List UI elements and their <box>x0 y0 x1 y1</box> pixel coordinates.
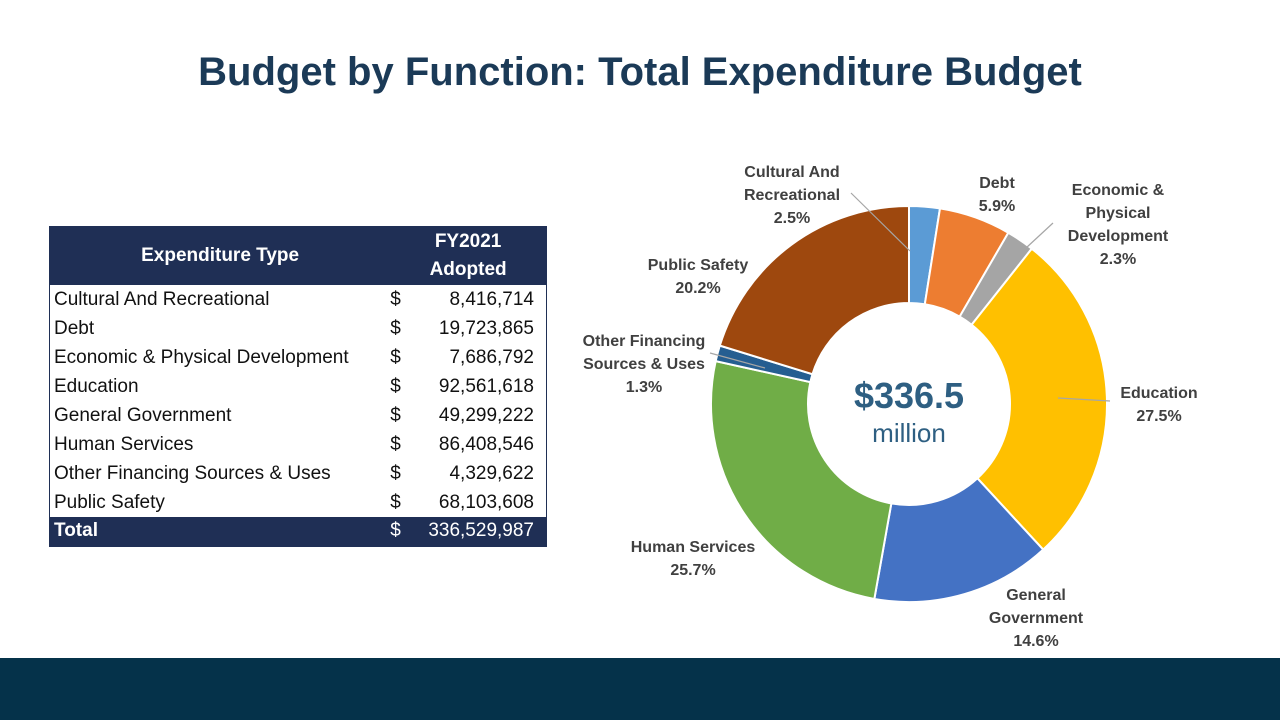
slice-label-5: General Government 14.6% <box>989 587 1084 650</box>
total-label: Total <box>54 520 98 542</box>
leader-line-3 <box>1025 222 1054 249</box>
leader-line-1 <box>850 192 911 252</box>
donut-slices <box>710 204 1108 603</box>
table-header-row: Expenditure Type FY2021 Adopted <box>49 226 547 286</box>
row-currency: $ <box>390 346 401 368</box>
row-amount: 19,723,865 <box>438 317 534 339</box>
donut-slice-6 <box>710 359 893 601</box>
leader-line-7 <box>709 352 766 369</box>
total-amount: 336,529,987 <box>428 520 534 542</box>
row-label: General Government <box>54 404 232 426</box>
donut-chart: Cultural And Recreational 2.5% Debt 5.9% Econ… <box>583 164 1198 650</box>
row-amount: 8,416,714 <box>449 288 534 310</box>
slice-label-2: Debt 5.9% <box>979 175 1016 215</box>
table-row: Education $ 92,561,618 <box>50 372 547 401</box>
row-currency: $ <box>390 433 401 455</box>
row-label: Other Financing Sources & Uses <box>54 462 331 484</box>
header-fy-line1: FY2021 <box>434 231 502 252</box>
table-row: Economic & Physical Development $ 7,686,… <box>50 343 547 372</box>
row-currency: $ <box>390 404 401 426</box>
footer-bar <box>0 658 1280 720</box>
row-amount: 92,561,618 <box>438 375 534 397</box>
table-row: Other Financing Sources & Uses $ 4,329,6… <box>50 459 547 488</box>
row-amount: 4,329,622 <box>449 462 534 484</box>
row-label: Education <box>54 375 139 397</box>
row-amount: 68,103,608 <box>438 491 534 513</box>
donut-slice-8 <box>718 204 910 376</box>
center-total-value: $336.5 <box>854 375 964 416</box>
donut-slice-4 <box>970 247 1108 552</box>
expenditure-table: Expenditure Type FY2021 Adopted Cultural… <box>49 226 547 547</box>
row-amount: 86,408,546 <box>438 433 534 455</box>
row-currency: $ <box>390 375 401 397</box>
header-fy-line2: Adopted <box>429 259 507 280</box>
slice-label-7: Other Financing Sources & Uses 1.3% <box>583 333 706 396</box>
row-label: Human Services <box>54 433 194 455</box>
center-total-unit: million <box>872 418 946 448</box>
table-row: Public Safety $ 68,103,608 <box>50 488 547 517</box>
header-expenditure-type: Expenditure Type <box>141 245 300 266</box>
slice-label-4: Education 27.5% <box>1120 385 1197 425</box>
row-currency: $ <box>390 491 401 513</box>
slice-label-1: Cultural And Recreational 2.5% <box>744 164 840 227</box>
row-amount: 49,299,222 <box>438 404 534 426</box>
slice-label-8: Public Safety 20.2% <box>648 257 749 297</box>
row-label: Economic & Physical Development <box>54 346 349 368</box>
page-title: Budget by Function: Total Expenditure Bu… <box>198 50 1082 94</box>
row-currency: $ <box>390 288 401 310</box>
slice-labels: Cultural And Recreational 2.5% Debt 5.9% Econ… <box>583 164 1198 650</box>
row-label: Public Safety <box>54 491 165 513</box>
table-total-row: Total $ 336,529,987 <box>49 517 547 546</box>
leader-line-4 <box>1057 397 1111 402</box>
row-currency: $ <box>390 462 401 484</box>
table-row: Human Services $ 86,408,546 <box>50 430 547 459</box>
slice-label-6: Human Services 25.7% <box>631 539 756 579</box>
label-leader-lines <box>709 192 1111 402</box>
table-row: Debt $ 19,723,865 <box>50 314 547 343</box>
table-row: Cultural And Recreational $ 8,416,714 <box>50 285 547 314</box>
row-label: Cultural And Recreational <box>54 288 270 310</box>
row-label: Debt <box>54 317 95 339</box>
slice-label-3: Economic & Physical Development 2.3% <box>1068 182 1169 268</box>
table-row: General Government $ 49,299,222 <box>50 401 547 430</box>
total-currency: $ <box>390 520 401 542</box>
row-amount: 7,686,792 <box>449 346 534 368</box>
header-fy2021-adopted: FY2021 Adopted <box>390 227 546 286</box>
row-currency: $ <box>390 317 401 339</box>
